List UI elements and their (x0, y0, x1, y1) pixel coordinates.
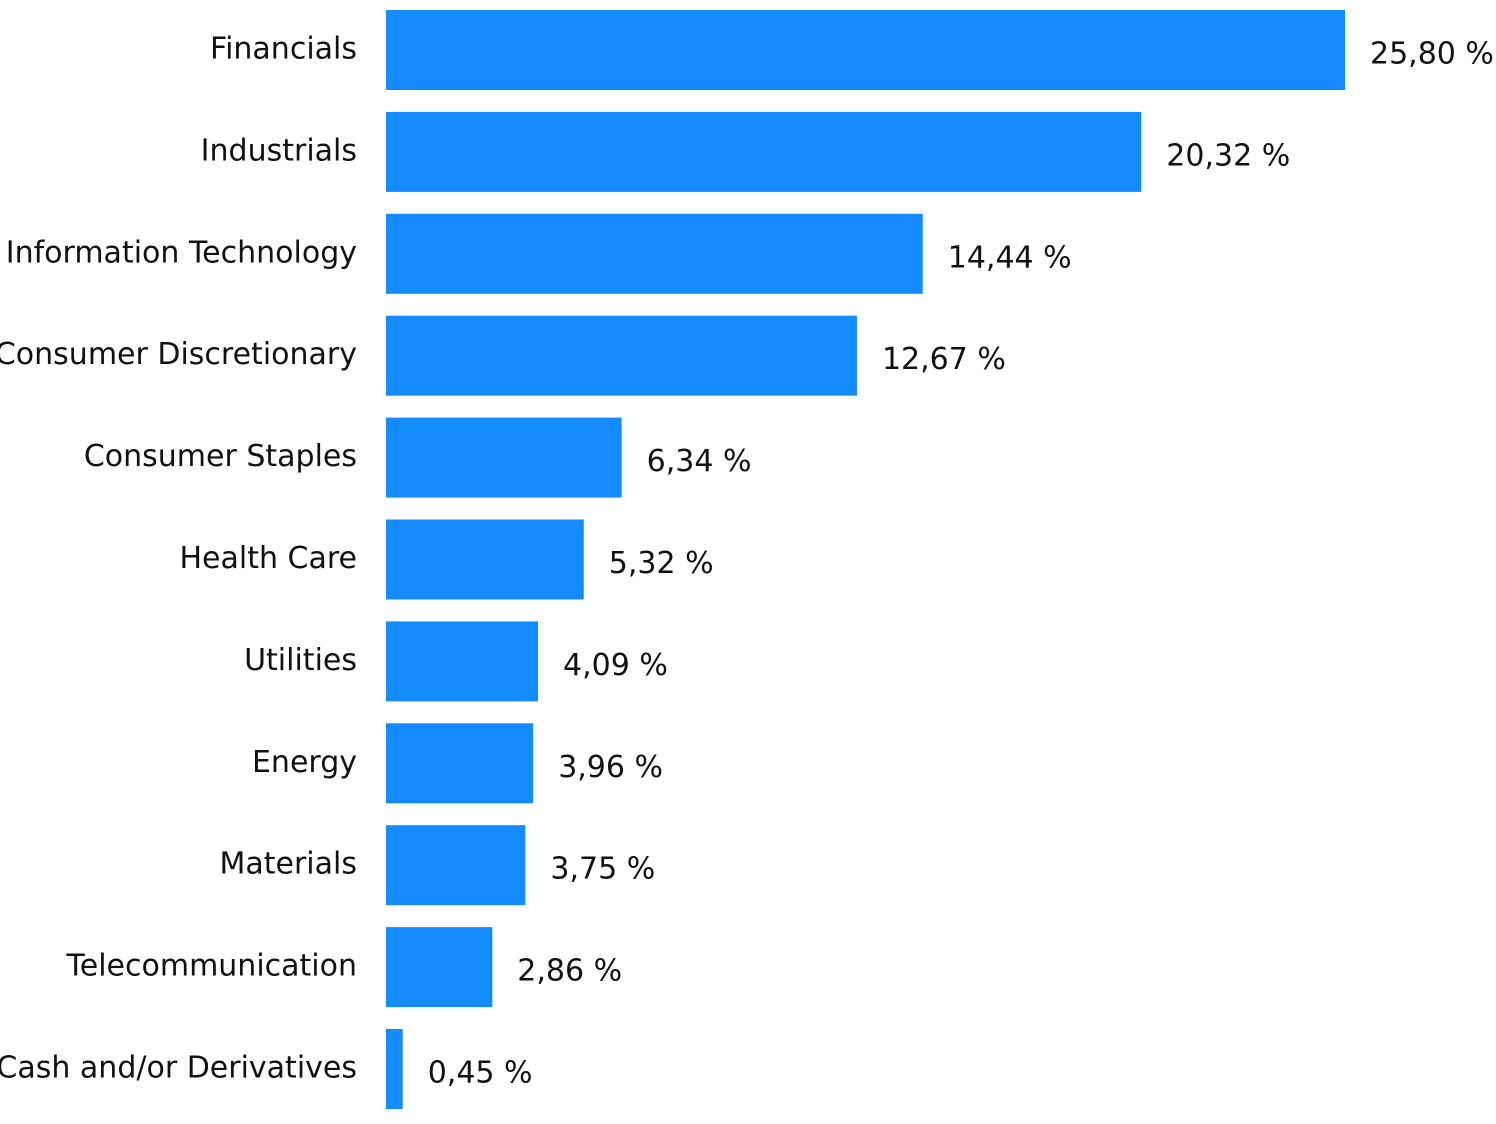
bar (386, 519, 584, 600)
bar (386, 927, 493, 1008)
category-label: Financials (210, 32, 357, 67)
bar (386, 10, 1345, 90)
value-label: 2,86 % (517, 954, 622, 989)
value-label: 0,45 % (428, 1056, 533, 1091)
category-label: Energy (252, 745, 357, 780)
bar (386, 315, 857, 396)
category-label: Telecommunication (66, 949, 357, 984)
value-label: 5,32 % (609, 546, 714, 581)
category-label: Consumer Staples (84, 439, 357, 474)
bar (386, 213, 923, 294)
category-label: Cash and/or Derivatives (0, 1051, 357, 1086)
category-label: Materials (219, 847, 357, 882)
value-label: 25,80 % (1370, 37, 1494, 72)
category-label: Utilities (244, 643, 357, 678)
value-label: 20,32 % (1166, 138, 1290, 173)
value-label: 3,75 % (550, 852, 655, 887)
value-label: 14,44 % (948, 240, 1072, 275)
bar (386, 825, 526, 906)
bar (386, 111, 1142, 192)
category-label: Information Technology (6, 235, 357, 270)
value-label: 12,67 % (882, 342, 1006, 377)
value-label: 3,96 % (558, 750, 663, 785)
bar (386, 1029, 403, 1109)
value-label: 6,34 % (647, 444, 752, 479)
bar (386, 621, 539, 702)
category-label: Health Care (179, 541, 357, 576)
value-label: 4,09 % (563, 648, 668, 683)
bar (386, 417, 622, 498)
bar (386, 723, 534, 804)
category-label: Consumer Discretionary (0, 337, 357, 372)
category-label: Industrials (201, 133, 357, 168)
